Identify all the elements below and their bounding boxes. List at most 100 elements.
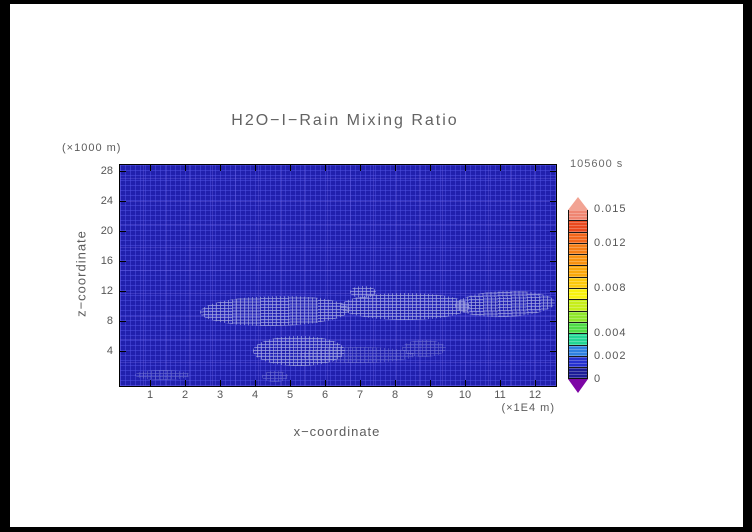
time-label: 105600 s — [570, 158, 624, 170]
axis-tick — [550, 261, 556, 262]
colorbar-band — [569, 254, 587, 266]
x-tick-label: 2 — [181, 389, 189, 401]
axis-tick — [465, 165, 466, 171]
colorbar — [568, 197, 588, 394]
axis-tick — [290, 165, 291, 171]
rain-region — [199, 294, 351, 328]
colorbar-label: 0.015 — [594, 203, 627, 215]
y-tick-label: 16 — [100, 255, 113, 267]
y-tick-label: 20 — [100, 225, 113, 237]
colorbar-band — [569, 288, 587, 300]
x-tick-label: 11 — [494, 389, 506, 401]
colorbar-band — [569, 310, 587, 322]
colorbar-band — [569, 220, 587, 232]
colorbar-band — [569, 367, 587, 379]
axis-tick — [185, 165, 186, 171]
axis-tick — [220, 380, 221, 386]
x-tick-label: 10 — [458, 389, 472, 401]
axis-tick — [120, 201, 126, 202]
axis-tick — [430, 165, 431, 171]
x-tick-label: 9 — [426, 389, 434, 401]
y-tick-label: 4 — [106, 345, 113, 357]
axis-tick — [150, 380, 151, 386]
colorbar-band — [569, 265, 587, 277]
axis-tick — [120, 321, 126, 322]
axis-tick — [325, 165, 326, 171]
axis-tick — [290, 380, 291, 386]
axis-tick — [220, 165, 221, 171]
x-tick-label: 8 — [391, 389, 399, 401]
colorbar-band — [569, 210, 587, 221]
axis-tick — [550, 231, 556, 232]
axis-tick — [120, 291, 126, 292]
window-frame-right — [743, 0, 752, 532]
axis-tick — [550, 321, 556, 322]
axis-tick — [255, 380, 256, 386]
colorbar-label: 0.004 — [594, 327, 627, 339]
colorbar-label: 0 — [594, 373, 602, 385]
plot-area — [119, 164, 557, 387]
colorbar-band — [569, 231, 587, 243]
colorbar-band — [569, 242, 587, 255]
rain-region — [253, 336, 345, 366]
colorbar-label: 0.012 — [594, 237, 627, 249]
y-tick-label: 8 — [106, 315, 113, 327]
colorbar-band — [569, 299, 587, 311]
x-tick-label: 5 — [286, 389, 294, 401]
axis-tick — [120, 231, 126, 232]
axis-tick — [325, 380, 326, 386]
x-tick-label: 3 — [216, 389, 224, 401]
colorbar-band — [569, 344, 587, 356]
axis-tick — [395, 380, 396, 386]
axis-tick — [120, 261, 126, 262]
axis-tick — [395, 165, 396, 171]
colorbar-band — [569, 276, 587, 289]
window-frame-bottom — [0, 527, 752, 532]
rain-region — [135, 370, 190, 380]
colorbar-overflow-arrow-icon — [568, 197, 588, 210]
axis-tick — [120, 351, 126, 352]
x-unit-label: (×1E4 m) — [501, 402, 555, 414]
axis-tick — [500, 165, 501, 171]
axis-tick — [500, 380, 501, 386]
colorbar-band — [569, 355, 587, 368]
axis-tick — [255, 165, 256, 171]
axis-tick — [185, 380, 186, 386]
y-tick-label: 24 — [100, 195, 113, 207]
rain-region — [262, 371, 288, 382]
rain-region — [402, 340, 446, 357]
axis-tick — [360, 165, 361, 171]
axis-tick — [120, 171, 126, 172]
colorbar-label: 0.002 — [594, 350, 627, 362]
y-tick-label: 12 — [100, 285, 113, 297]
colorbar-band — [569, 333, 587, 345]
axis-tick — [430, 380, 431, 386]
chart-title: H2O−I−Rain Mixing Ratio — [231, 112, 459, 129]
axis-tick — [535, 165, 536, 171]
x-tick-label: 12 — [528, 389, 542, 401]
y-tick-label: 28 — [100, 165, 113, 177]
axis-tick — [150, 165, 151, 171]
y-axis-label: z−coordinate — [73, 230, 89, 317]
x-tick-label: 7 — [356, 389, 364, 401]
window-frame-top — [0, 0, 752, 4]
axis-tick — [360, 380, 361, 386]
colorbar-band — [569, 321, 587, 334]
axis-tick — [550, 201, 556, 202]
rain-region — [454, 289, 556, 319]
axis-tick — [465, 380, 466, 386]
colorbar-bands — [568, 210, 588, 380]
rain-region — [350, 286, 376, 298]
colorbar-label: 0.008 — [594, 282, 627, 294]
axis-tick — [550, 351, 556, 352]
x-tick-label: 1 — [146, 389, 154, 401]
axis-tick — [550, 171, 556, 172]
rain-region — [300, 347, 415, 363]
x-tick-label: 4 — [251, 389, 259, 401]
axis-tick — [550, 291, 556, 292]
window-frame-left — [0, 0, 10, 532]
x-axis-label: x−coordinate — [293, 424, 381, 439]
colorbar-underflow-arrow-icon — [568, 379, 588, 394]
x-tick-label: 6 — [321, 389, 329, 401]
